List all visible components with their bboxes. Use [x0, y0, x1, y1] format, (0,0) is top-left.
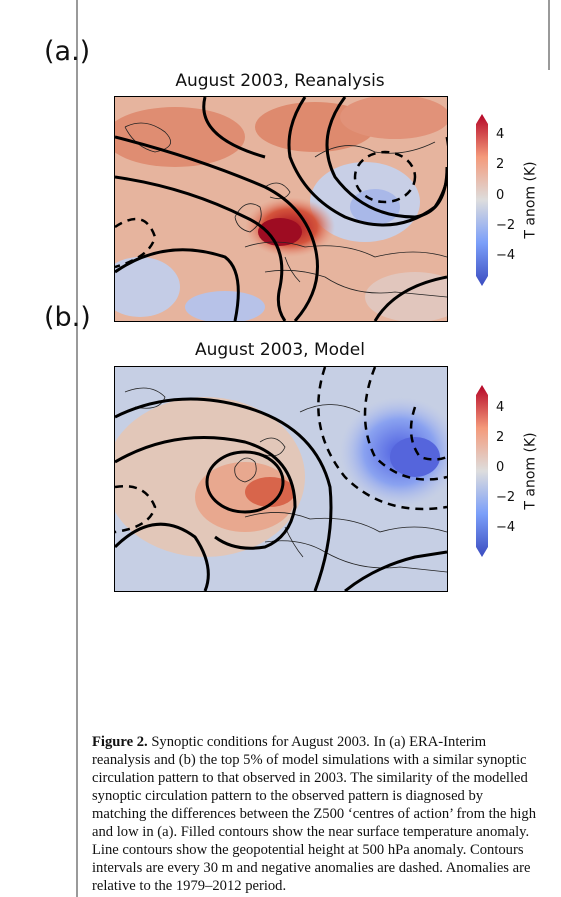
panel-b-title: August 2003, Model: [194, 340, 365, 360]
map-model: [114, 366, 448, 592]
heatwave-maximum: [258, 218, 302, 246]
negative-z500-contours: [115, 150, 417, 269]
colorbar-tick: 4: [496, 127, 505, 142]
warm-anomaly-maximum: [245, 477, 295, 507]
colorbar-tick: −2: [496, 490, 516, 505]
warm-anomaly-patch: [340, 97, 447, 139]
negative-z500-contours: [115, 367, 447, 534]
cool-anomaly-patch: [185, 291, 265, 321]
colorbar-label: T anom (K): [522, 161, 539, 239]
panel-b-label: (b.): [44, 302, 91, 333]
panel-a-label: (a.): [44, 36, 91, 67]
colorbar-tick: −4: [496, 248, 516, 263]
colorbar-tick: 0: [496, 460, 505, 475]
map-reanalysis: [114, 96, 448, 322]
cold-anomaly-minimum: [390, 437, 440, 477]
cool-anomaly-patch: [350, 189, 400, 225]
colorbar-reanalysis: [476, 114, 488, 286]
z500-contours: [115, 97, 447, 321]
figure-caption: Figure 2. Synoptic conditions for August…: [92, 733, 540, 895]
colorbar-tick: 2: [496, 430, 505, 445]
colorbar-tick: 4: [496, 400, 505, 415]
cool-anomaly-patch: [115, 257, 180, 317]
page-frame-right: [548, 0, 550, 70]
page-frame-left: [76, 0, 78, 897]
z500-contours: [115, 397, 447, 591]
figure-label: Figure 2.: [92, 734, 148, 750]
colorbar-tick: −4: [496, 520, 516, 535]
colorbar-label: T anom (K): [522, 432, 539, 510]
colorbar-tick: 0: [496, 188, 505, 203]
colorbar-tick: −2: [496, 218, 516, 233]
colorbar-model: [476, 385, 488, 557]
colorbar-tick: 2: [496, 157, 505, 172]
panel-a-title: August 2003, Reanalysis: [175, 71, 385, 91]
caption-text: Synoptic conditions for August 2003. In …: [92, 734, 536, 894]
warm-anomaly-patch: [115, 107, 245, 167]
coastlines: [124, 122, 447, 298]
